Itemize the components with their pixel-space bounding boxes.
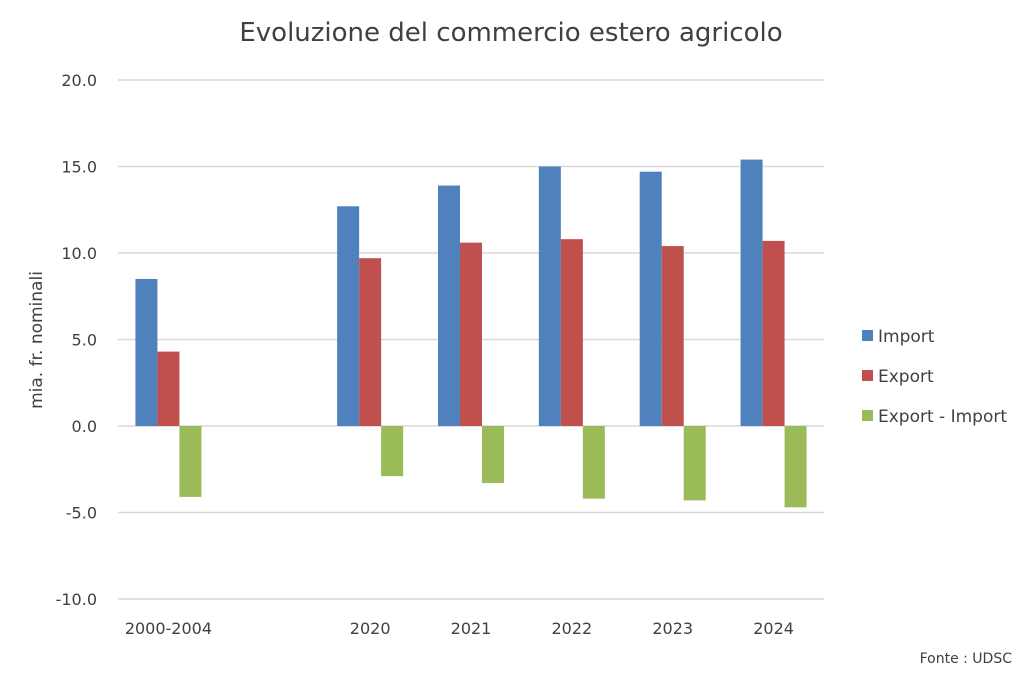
x-tick-label: 2020 <box>350 619 391 638</box>
x-tick-label: 2000-2004 <box>125 619 212 638</box>
bar-import-2021 <box>438 185 460 426</box>
legend-label: Import <box>878 327 935 347</box>
y-tick-label: 15.0 <box>61 158 97 177</box>
bar-import-2000-2004 <box>135 278 158 426</box>
legend-swatch <box>862 330 873 341</box>
bar-export-import-2022 <box>582 426 605 499</box>
bar-export-2024 <box>762 240 785 426</box>
bar-export-import-2020 <box>381 426 404 477</box>
y-tick-label: 20.0 <box>61 71 97 90</box>
legend-label: Export <box>878 367 934 387</box>
y-axis-label: mia. fr. nominali <box>27 271 47 409</box>
bar-export-import-2024 <box>784 426 807 508</box>
bar-export-2021 <box>460 242 482 426</box>
bar-export-2020 <box>359 258 382 426</box>
x-tick-label: 2023 <box>652 619 693 638</box>
x-tick-label: 2022 <box>551 619 592 638</box>
bar-export-import-2023 <box>683 426 706 501</box>
bar-export-2022 <box>560 239 583 426</box>
bar-export-2000-2004 <box>157 351 180 426</box>
y-tick-label: 5.0 <box>72 331 97 350</box>
bar-import-2022 <box>538 166 561 426</box>
y-tick-label: 0.0 <box>72 417 97 436</box>
bar-import-2023 <box>639 171 662 426</box>
legend-swatch <box>862 410 873 421</box>
bar-export-2023 <box>661 246 684 426</box>
y-tick-label: 10.0 <box>61 244 97 263</box>
bar-export-import-2000-2004 <box>179 426 202 497</box>
bar-export-import-2021 <box>482 426 504 484</box>
x-tick-label: 2024 <box>753 619 794 638</box>
bar-import-2020 <box>337 206 360 426</box>
y-tick-label: -5.0 <box>66 504 97 523</box>
y-tick-label: -10.0 <box>56 590 97 609</box>
source-note: Fonte : UDSC <box>920 651 1013 667</box>
legend-swatch <box>862 370 873 381</box>
x-tick-label: 2021 <box>451 619 492 638</box>
bar-import-2024 <box>740 159 763 426</box>
legend-label: Export - Import <box>878 407 1007 427</box>
chart-title: Evoluzione del commercio estero agricolo <box>239 18 782 48</box>
